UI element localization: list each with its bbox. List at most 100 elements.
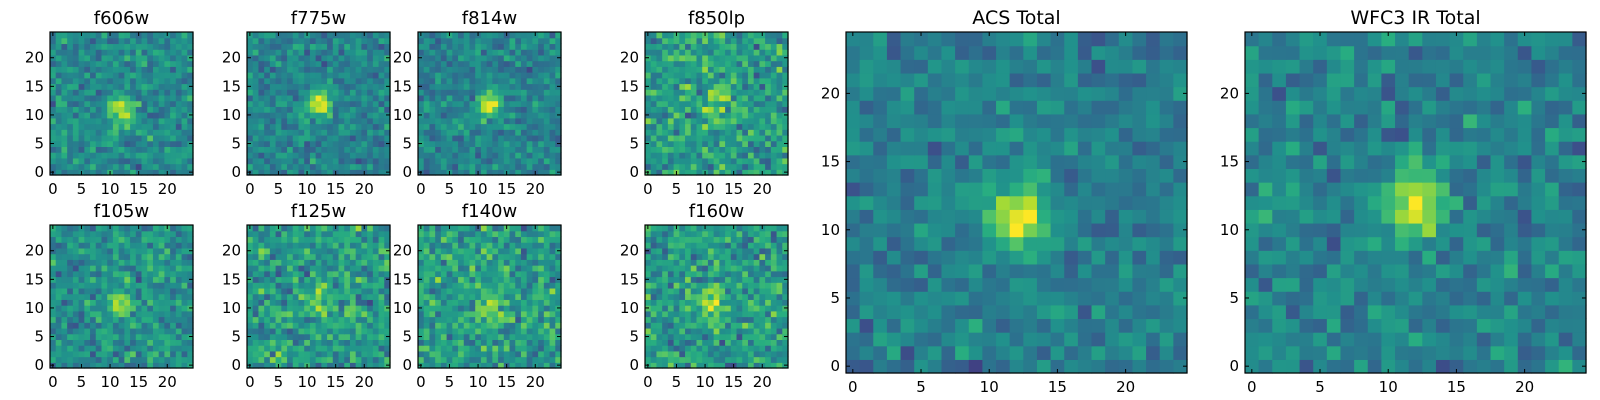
heatmap-cell [725, 72, 732, 79]
heatmap-cell [164, 77, 171, 85]
heatmap-cell [84, 270, 91, 278]
heatmap-cell [656, 129, 663, 136]
heatmap-cell [50, 287, 57, 295]
heatmap-cell [298, 333, 305, 340]
heatmap-cell [130, 327, 137, 335]
heatmap-cell [418, 43, 425, 50]
heatmap-cell [463, 129, 471, 136]
heatmap-cell [158, 66, 165, 73]
heatmap-cell [520, 293, 528, 300]
heatmap-cell [742, 89, 749, 96]
heatmap-cell [656, 49, 663, 56]
heatmap-cell [719, 49, 726, 56]
heatmap-cell [702, 100, 709, 107]
heatmap-cell [95, 362, 103, 369]
heatmap-cell [480, 169, 488, 176]
heatmap-cell [269, 350, 277, 358]
heatmap-cell [72, 362, 80, 369]
heatmap-cell [515, 265, 522, 272]
heatmap-cell [538, 276, 545, 283]
heatmap-cell [355, 265, 362, 272]
heatmap-cell [770, 117, 778, 125]
heatmap-cell [452, 77, 459, 85]
heatmap-cell [287, 282, 294, 289]
heatmap-cell [349, 345, 357, 352]
heatmap-cell [175, 299, 183, 306]
heatmap-cell [309, 49, 317, 56]
heatmap-cell [175, 287, 183, 295]
heatmap-cell [107, 345, 114, 352]
heatmap-cell [486, 169, 493, 176]
heatmap-cell [332, 123, 340, 130]
heatmap-cell [555, 163, 562, 170]
heatmap-cell [90, 339, 97, 346]
heatmap-cell [124, 37, 131, 45]
heatmap-cell [152, 43, 160, 50]
heatmap-cell [429, 117, 436, 125]
heatmap-cell [463, 140, 471, 147]
heatmap-cell [315, 123, 322, 130]
heatmap-cell [520, 123, 528, 130]
heatmap-cell [469, 225, 476, 232]
heatmap-cell [275, 83, 282, 90]
heatmap-cell [275, 282, 282, 289]
heatmap-cell [538, 43, 545, 50]
heatmap-cell [78, 287, 85, 295]
heatmap-cell [78, 322, 85, 329]
heatmap-cell [742, 333, 749, 340]
heatmap-cell [355, 60, 362, 67]
heatmap-cell [372, 225, 380, 232]
heatmap-cell [776, 333, 783, 340]
heatmap-cell [736, 54, 743, 62]
heatmap-cell [252, 333, 260, 340]
heatmap-cell [264, 356, 271, 363]
heatmap-cell [101, 265, 108, 272]
heatmap-cell [338, 236, 345, 243]
heatmap-cell [498, 276, 505, 283]
heatmap-cell [725, 163, 732, 170]
heatmap-cell [656, 163, 663, 170]
heatmap-cell [378, 163, 385, 170]
heatmap-cell [90, 259, 97, 266]
heatmap-cell [378, 152, 385, 159]
heatmap-cell [321, 54, 328, 62]
heatmap-cell [78, 112, 85, 119]
heatmap-cell [355, 77, 362, 85]
heatmap-cell [292, 37, 300, 45]
heatmap-cell [650, 327, 658, 335]
heatmap-cell [355, 32, 362, 39]
heatmap-cell [446, 134, 453, 142]
heatmap-cell [315, 310, 322, 318]
heatmap-cell [702, 345, 709, 352]
heatmap-cell [498, 327, 505, 335]
heatmap-cell [61, 49, 68, 56]
heatmap-cell [258, 37, 265, 45]
heatmap-cell [418, 270, 425, 278]
heatmap-cell [170, 94, 177, 102]
heatmap-cell [520, 339, 528, 346]
heatmap-cell [650, 134, 658, 142]
heatmap-cell [742, 37, 749, 45]
heatmap-cell [736, 77, 743, 85]
y-tick-label: 20 [393, 242, 412, 260]
heatmap-cell [742, 66, 749, 73]
heatmap-cell [707, 356, 715, 363]
heatmap-cell [321, 225, 328, 232]
heatmap-cell [770, 152, 778, 159]
heatmap-cell [152, 152, 160, 159]
heatmap-cell [367, 362, 374, 369]
heatmap-cell [543, 305, 551, 312]
heatmap-cell [435, 134, 442, 142]
heatmap-cell [321, 299, 328, 306]
heatmap-cell [713, 310, 720, 318]
heatmap-cell [463, 339, 471, 346]
heatmap-cell [673, 77, 680, 85]
heatmap-cell [770, 43, 778, 50]
heatmap-cell [736, 106, 743, 113]
heatmap-cell [130, 310, 137, 318]
heatmap-cell [292, 72, 300, 79]
heatmap-cell [440, 112, 448, 119]
heatmap-cell [650, 54, 658, 62]
heatmap-cell [50, 106, 57, 113]
heatmap-cell [673, 123, 680, 130]
